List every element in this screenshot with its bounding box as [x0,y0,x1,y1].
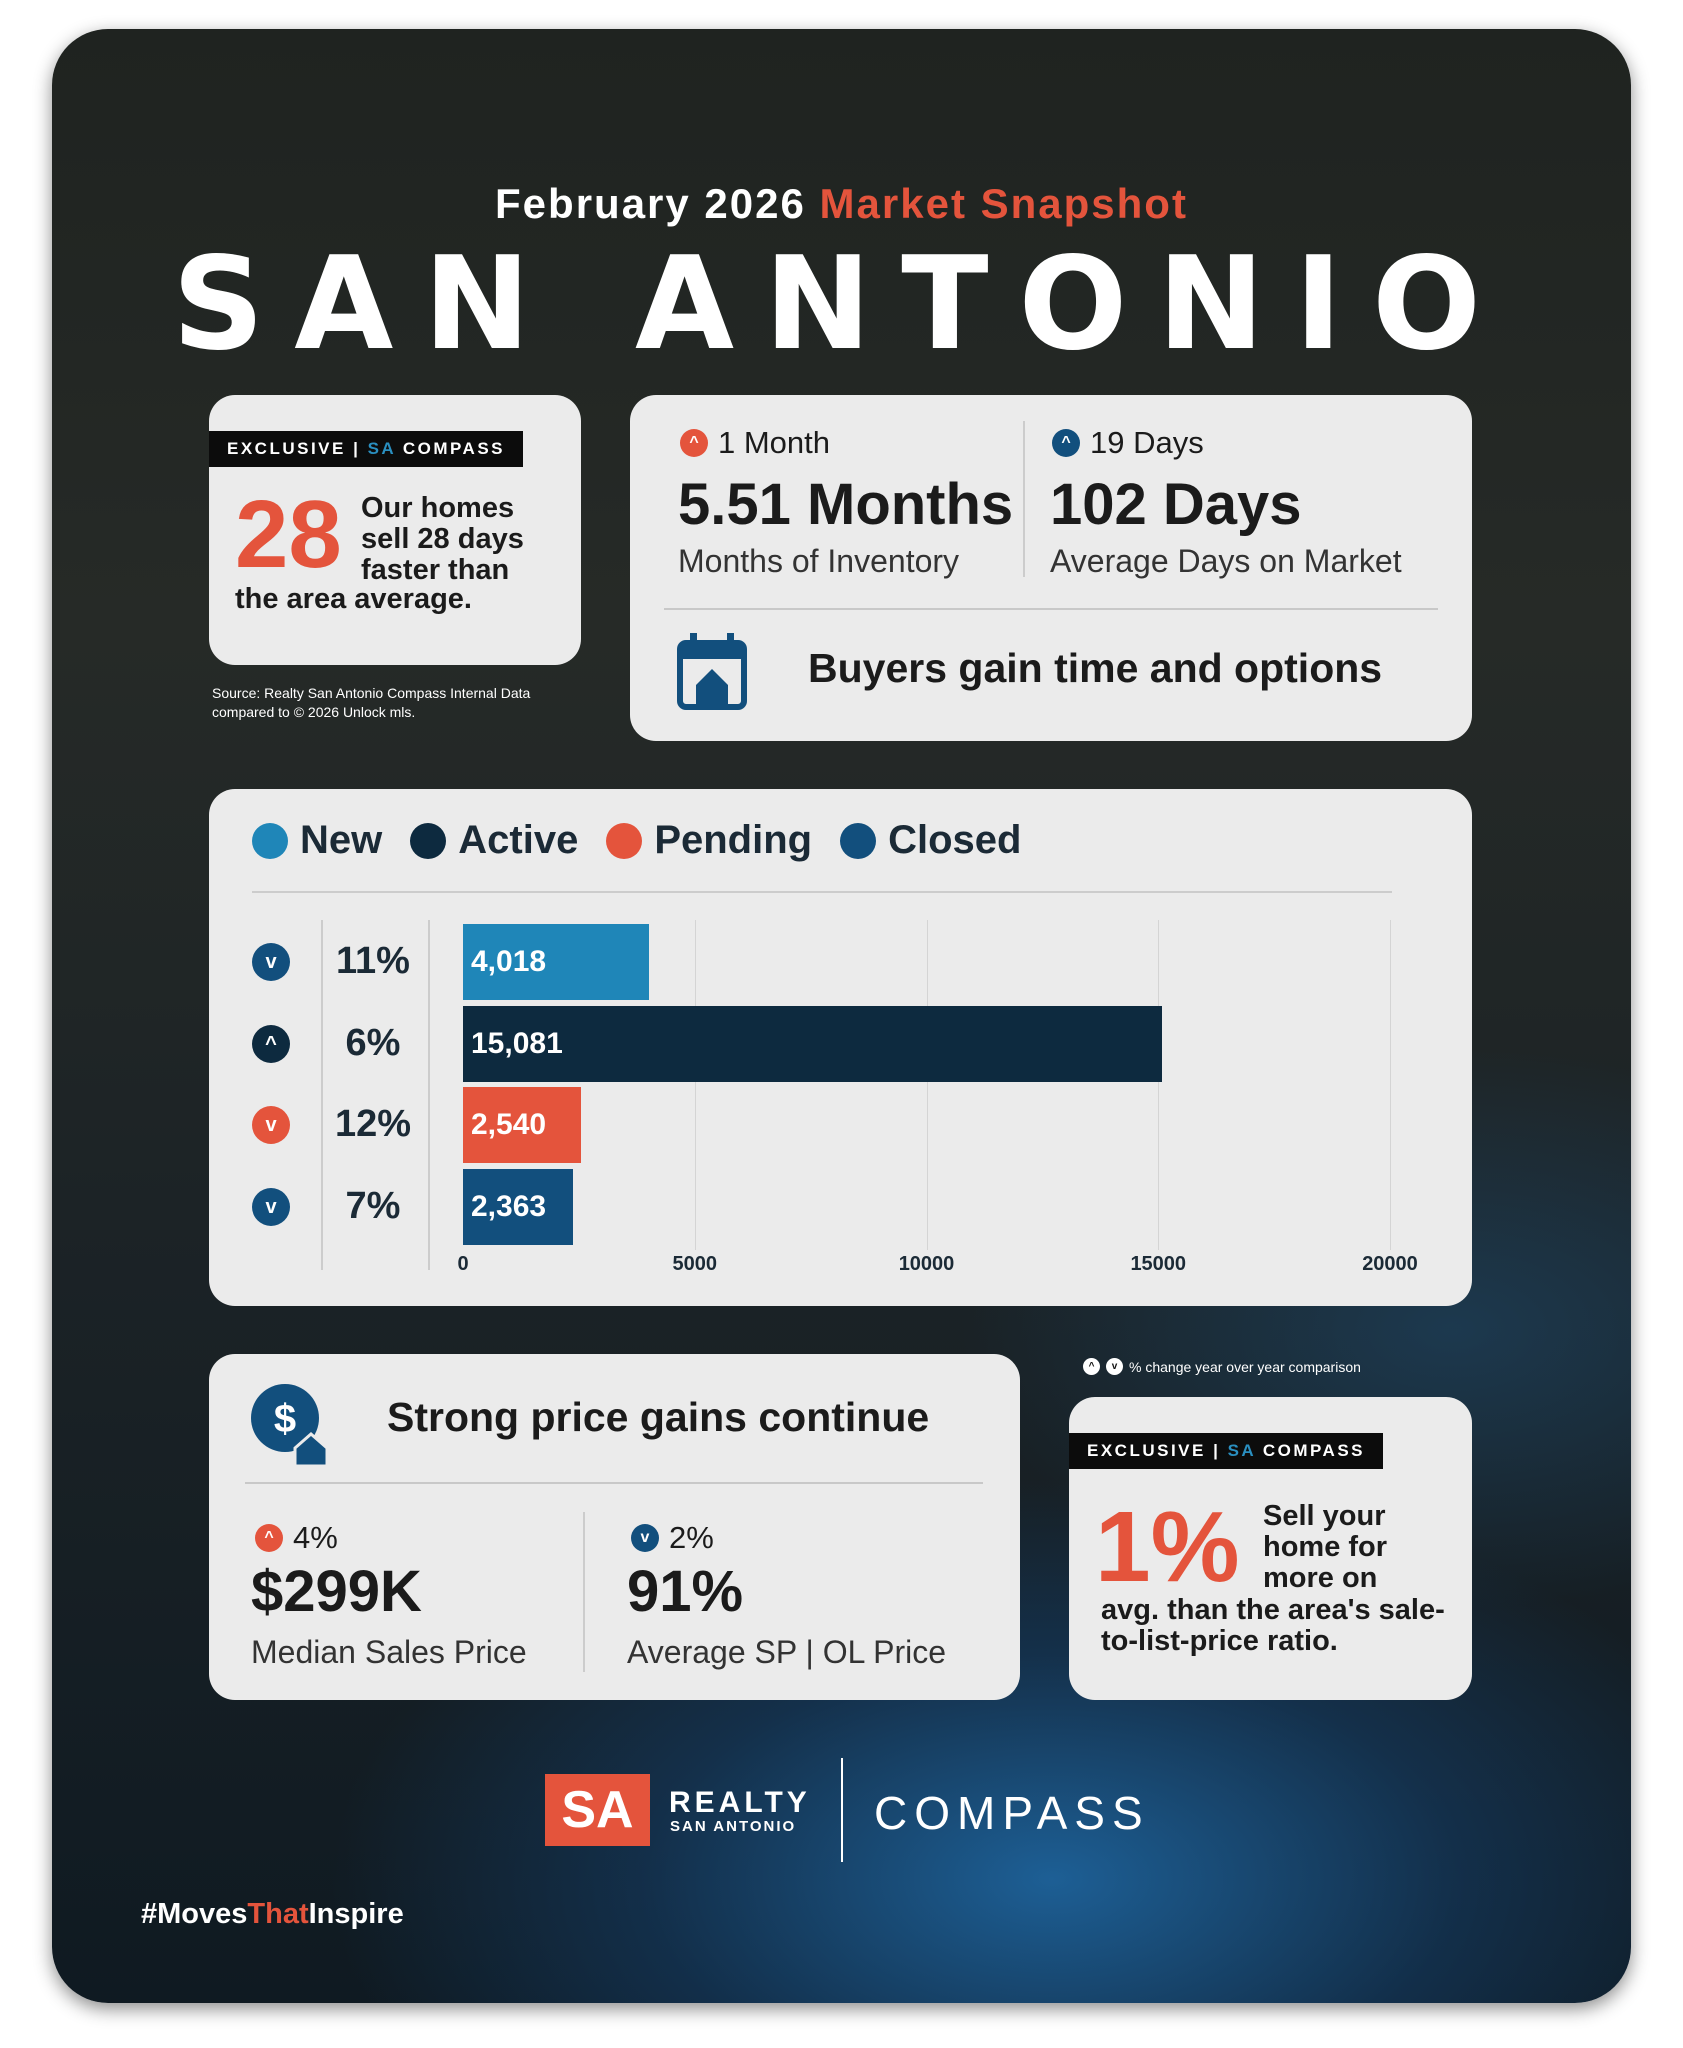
price-headline: Strong price gains continue [387,1394,930,1440]
divider [252,891,1392,893]
compass-logo: COMPASS [874,1787,1150,1839]
down-arrow-icon: v [631,1524,659,1552]
inventory-label: Months of Inventory [678,543,960,579]
inventory-value: 5.51 Months [678,472,1014,537]
up-arrow-icon: ^ [255,1524,283,1552]
calendar-house-icon [677,633,747,710]
divider [583,1512,585,1672]
gridline [926,920,928,1250]
down-arrow-icon: v [252,1106,290,1144]
svg-text:$: $ [274,1397,296,1441]
gridline [694,920,696,1250]
divider [245,1482,983,1484]
inventory-card: ^ 1 Month 5.51 Months Months of Inventory… [630,395,1472,741]
city-title: SAN ANTONIO [172,230,1511,379]
ratio-text: Sell your home for more on [1263,1500,1388,1594]
change-percent: 7% [345,1185,401,1227]
gridline [1158,920,1160,1250]
x-tick-label: 5000 [672,1253,718,1275]
ratio-text-2: avg. than the area's sale-to-list-price … [1101,1594,1445,1657]
dom-value: 102 Days [1050,472,1302,537]
legend-closed: Closed [840,818,1021,863]
change-percent: 12% [334,1103,412,1145]
up-arrow-icon: ^ [252,1025,290,1063]
exclusive-days-card: EXCLUSIVE | SA COMPASS 28 Our homes sell… [209,395,581,665]
divider [428,920,430,1270]
divider [321,920,323,1270]
chart-legend: New Active Pending Closed [252,818,1021,863]
up-arrow-icon: ^ [680,429,708,457]
down-arrow-icon: v [252,1188,290,1226]
x-tick-label: 10000 [898,1253,955,1275]
down-arrow-icon: v [1106,1358,1123,1375]
gridline [1390,920,1391,1250]
logo-sub: SAN ANTONIO [670,1818,797,1835]
logo-realty: REALTY [669,1786,811,1819]
days-faster-text-2: the area average. [235,583,472,615]
dom-change: ^ 19 Days [1052,425,1204,461]
divider [841,1758,843,1862]
subtitle-date: February 2026 [495,180,806,227]
subtitle-accent: Market Snapshot [819,180,1188,227]
inventory-change: ^ 1 Month [680,425,830,461]
divider [1023,421,1025,577]
ratio-change: v 2% [631,1520,714,1556]
sale-to-list-card: EXCLUSIVE | SA COMPASS 1% Sell your home… [1069,1397,1472,1700]
sa-realty-logo: SA [545,1774,650,1846]
up-arrow-icon: ^ [1083,1358,1100,1375]
legend-active: Active [410,818,578,863]
days-faster-text: Our homes sell 28 days faster than [361,492,524,586]
x-tick-label: 0 [457,1253,469,1275]
subtitle: February 2026 Market Snapshot [0,180,1683,228]
bar-active: 15,081 [463,1006,1162,1082]
bar-closed: 2,363 [463,1169,573,1245]
change-percent: 6% [345,1022,401,1064]
days-faster-number: 28 [235,481,342,588]
median-price-value: $299K [251,1559,422,1624]
change-legend-note: ^ v% change year over year comparison [1083,1358,1361,1375]
legend-pending: Pending [606,818,812,863]
price-card: $ Strong price gains continue ^ 4% $299K … [209,1354,1020,1700]
sp-ol-value: 91% [627,1559,744,1624]
exclusive-badge: EXCLUSIVE | SA COMPASS [209,431,524,467]
source-note: Source: Realty San Antonio Compass Inter… [212,685,531,720]
x-tick-label: 15000 [1130,1253,1187,1275]
bar-new: 4,018 [463,924,650,1000]
up-arrow-icon: ^ [1052,429,1080,457]
sp-ol-label: Average SP | OL Price [627,1634,946,1670]
legend-new: New [252,818,382,863]
divider [664,608,1438,610]
dom-label: Average Days on Market [1050,543,1402,579]
hashtag: #MovesThatInspire [141,1898,404,1930]
inventory-headline: Buyers gain time and options [808,645,1383,691]
ratio-number: 1% [1095,1491,1240,1603]
bar-pending: 2,540 [463,1087,581,1163]
down-arrow-icon: v [252,943,290,981]
median-price-label: Median Sales Price [251,1634,527,1670]
exclusive-badge: EXCLUSIVE | SA COMPASS [1069,1433,1384,1469]
median-change: ^ 4% [255,1520,338,1556]
x-tick-label: 20000 [1362,1253,1418,1275]
dollar-house-icon: $ [251,1384,329,1468]
change-percent: 11% [336,940,410,982]
